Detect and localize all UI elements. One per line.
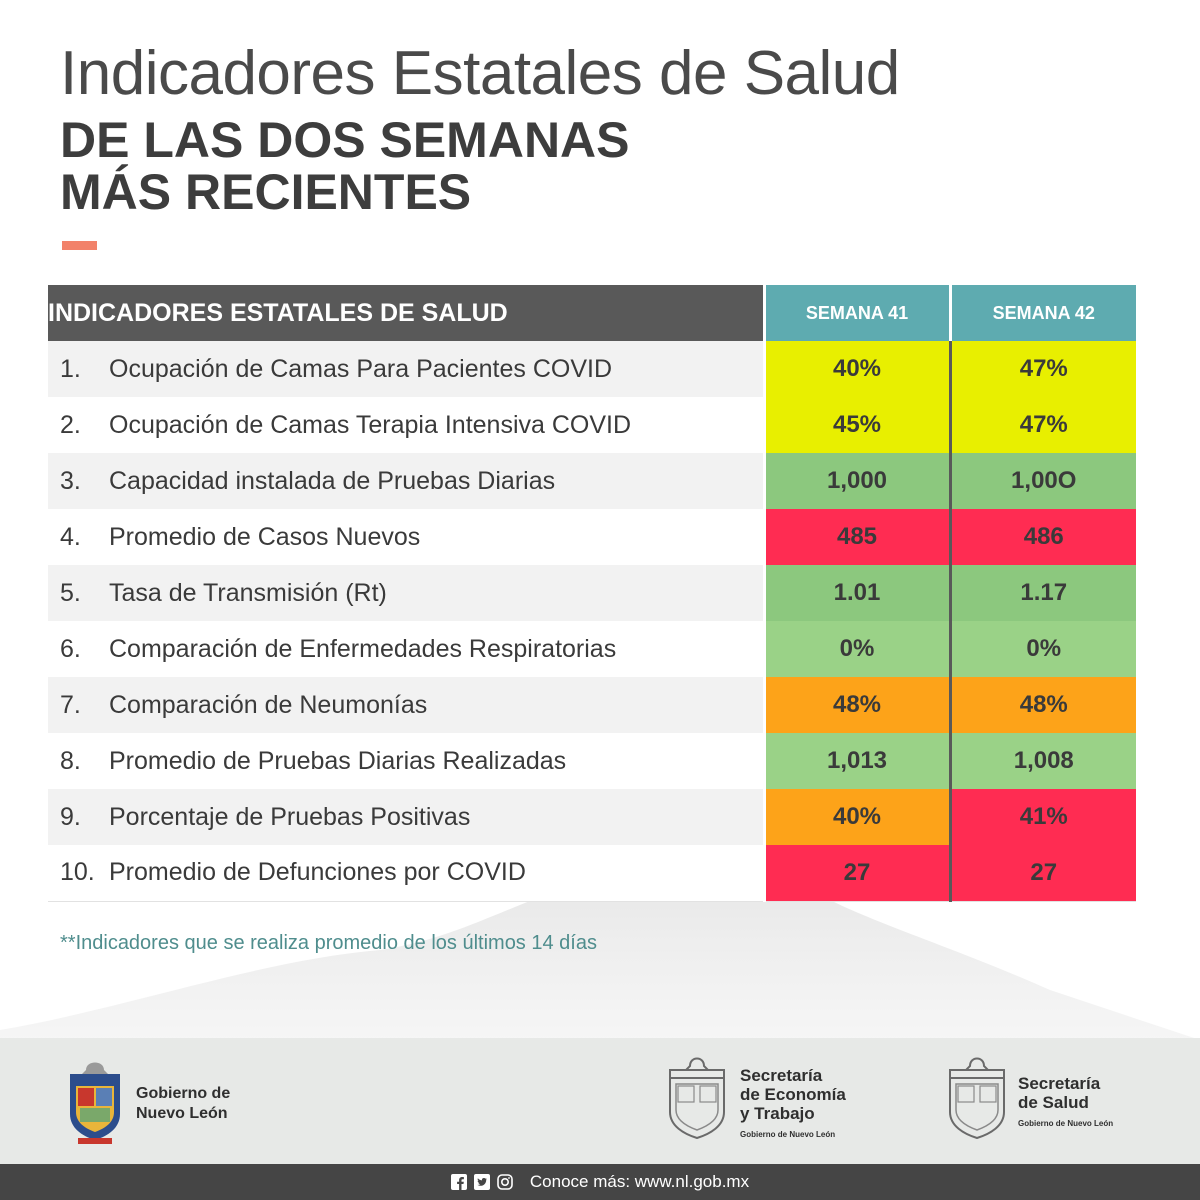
indicator-number: 1. — [60, 354, 81, 383]
indicator-number: 6. — [60, 634, 81, 663]
indicator-label: 1. Ocupación de Camas Para Pacientes COVI… — [48, 341, 764, 397]
salud-seal-icon — [949, 1057, 1005, 1140]
economia-small-text: Gobierno de Nuevo León — [740, 1130, 836, 1139]
week-42-value: 48% — [950, 677, 1136, 733]
table-row: 8. Promedio de Pruebas Diarias Realizadas… — [48, 733, 1136, 789]
subtitle-line-1: DE LAS DOS SEMANAS — [60, 112, 630, 168]
indicator-number: 8. — [60, 746, 81, 775]
week-42-value: 27 — [950, 845, 1136, 902]
week-41-value: 0% — [762, 621, 952, 677]
indicator-label: 2. Ocupación de Camas Terapia Intensiva C… — [48, 397, 764, 453]
week-41-value: 40% — [762, 341, 952, 397]
week-42-header: SEMANA 42 — [950, 285, 1136, 341]
week-42-value: 47% — [950, 397, 1136, 453]
facebook-icon[interactable] — [451, 1174, 468, 1191]
indicator-text: Capacidad instalada de Pruebas Diarias — [109, 466, 556, 495]
economia-seal-icon — [669, 1057, 725, 1140]
week-42-value: 1.17 — [950, 565, 1136, 621]
gobierno-line-2: Nuevo León — [136, 1105, 228, 1122]
footnote: **Indicadores que se realiza promedio de… — [60, 932, 597, 954]
footer-logos-band — [0, 1038, 1200, 1164]
instagram-icon[interactable] — [497, 1174, 514, 1191]
indicator-number: 2. — [60, 410, 81, 439]
indicator-number: 10. — [60, 858, 95, 887]
week-41-value: 48% — [762, 677, 952, 733]
table-header-row: INDICADORES ESTATALES DE SALUD SEMANA 41… — [48, 285, 1136, 341]
nuevo-leon-coat-of-arms-icon — [70, 1062, 120, 1144]
indicator-text: Comparación de Enfermedades Respiratoria… — [109, 634, 617, 663]
week-42-value: 486 — [950, 509, 1136, 565]
twitter-icon[interactable] — [474, 1174, 491, 1191]
indicator-label: 7. Comparación de Neumonías — [48, 677, 764, 733]
indicator-text: Ocupación de Camas Para Pacientes COVID — [109, 354, 613, 383]
website-link[interactable]: Conoce más: www.nl.gob.mx — [529, 1172, 750, 1191]
table-row: 10. Promedio de Defunciones por COVID 27 … — [48, 845, 1136, 902]
page-title: Indicadores Estatales de Salud — [60, 39, 900, 108]
week-42-value: 1,00O — [950, 453, 1136, 509]
week-42-value: 0% — [950, 621, 1136, 677]
table-row: 9. Porcentaje de Pruebas Positivas 40% 41… — [48, 789, 1136, 845]
economia-logo-text: Secretaría de Economía y Trabajo Gobiern… — [740, 1066, 846, 1144]
week-41-value: 1,000 — [762, 453, 952, 509]
indicator-text: Tasa de Transmisión (Rt) — [109, 578, 387, 607]
salud-line-1: Secretaría — [1018, 1074, 1101, 1093]
table-row: 3. Capacidad instalada de Pruebas Diarias… — [48, 453, 1136, 509]
indicator-number: 3. — [60, 466, 81, 495]
week-42-value: 41% — [950, 789, 1136, 845]
indicator-number: 7. — [60, 690, 81, 719]
indicator-text: Porcentaje de Pruebas Positivas — [109, 802, 471, 831]
week-42-value: 1,008 — [950, 733, 1136, 789]
week-41-header: SEMANA 41 — [762, 285, 952, 341]
indicator-label: 4. Promedio de Casos Nuevos — [48, 509, 764, 565]
indicator-label: 8. Promedio de Pruebas Diarias Realizadas — [48, 733, 764, 789]
table-header-label: INDICADORES ESTATALES DE SALUD — [48, 285, 764, 341]
indicator-label: 3. Capacidad instalada de Pruebas Diarias — [48, 453, 764, 509]
table-row: 4. Promedio de Casos Nuevos 485 486 — [48, 509, 1136, 565]
indicator-number: 9. — [60, 802, 81, 831]
mountain-background — [0, 853, 1200, 1040]
week-41-value: 27 — [762, 845, 952, 902]
economia-line-2: de Economía — [740, 1085, 846, 1104]
bottom-bar: Conoce más: www.nl.gob.mx — [0, 1164, 1200, 1200]
table-row: 6. Comparación de Enfermedades Respirator… — [48, 621, 1136, 677]
page-subtitle: DE LAS DOS SEMANAS MÁS RECIENTES — [60, 114, 630, 218]
salud-line-2: de Salud — [1018, 1093, 1089, 1112]
week-42-value: 47% — [950, 341, 1136, 397]
indicator-text: Promedio de Casos Nuevos — [109, 522, 421, 551]
indicator-label: 6. Comparación de Enfermedades Respirator… — [48, 621, 764, 677]
gobierno-line-1: Gobierno de — [136, 1085, 231, 1102]
economia-line-3: y Trabajo — [740, 1104, 815, 1123]
indicator-text: Promedio de Defunciones por COVID — [109, 858, 526, 887]
table-row: 2. Ocupación de Camas Terapia Intensiva C… — [48, 397, 1136, 453]
table-row: 5. Tasa de Transmisión (Rt) 1.01 1.17 — [48, 565, 1136, 621]
indicator-number: 5. — [60, 578, 81, 607]
week-41-value: 40% — [762, 789, 952, 845]
table-row: 1. Ocupación de Camas Para Pacientes COVI… — [48, 341, 1136, 397]
economia-line-1: Secretaría — [740, 1066, 823, 1085]
indicators-table: INDICADORES ESTATALES DE SALUD SEMANA 41… — [48, 285, 1136, 902]
indicator-label: 9. Porcentaje de Pruebas Positivas — [48, 789, 764, 845]
gobierno-logo-text: Gobierno de Nuevo León — [136, 1084, 230, 1124]
indicator-label: 5. Tasa de Transmisión (Rt) — [48, 565, 764, 621]
indicator-text: Ocupación de Camas Terapia Intensiva COV… — [109, 410, 632, 439]
indicator-text: Promedio de Pruebas Diarias Realizadas — [109, 746, 567, 775]
week-41-value: 485 — [762, 509, 952, 565]
week-41-value: 45% — [762, 397, 952, 453]
week-41-value: 1,013 — [762, 733, 952, 789]
indicator-number: 4. — [60, 522, 81, 551]
week-41-value: 1.01 — [762, 565, 952, 621]
subtitle-line-2: MÁS RECIENTES — [60, 164, 472, 220]
indicator-text: Comparación de Neumonías — [109, 690, 428, 719]
accent-bar — [62, 241, 97, 250]
salud-logo-text: Secretaría de Salud Gobierno de Nuevo Le… — [1018, 1074, 1113, 1133]
indicator-label: 10. Promedio de Defunciones por COVID — [48, 845, 764, 902]
salud-small-text: Gobierno de Nuevo León — [1018, 1119, 1114, 1128]
table-row: 7. Comparación de Neumonías 48% 48% — [48, 677, 1136, 733]
social-icons — [451, 1174, 514, 1191]
